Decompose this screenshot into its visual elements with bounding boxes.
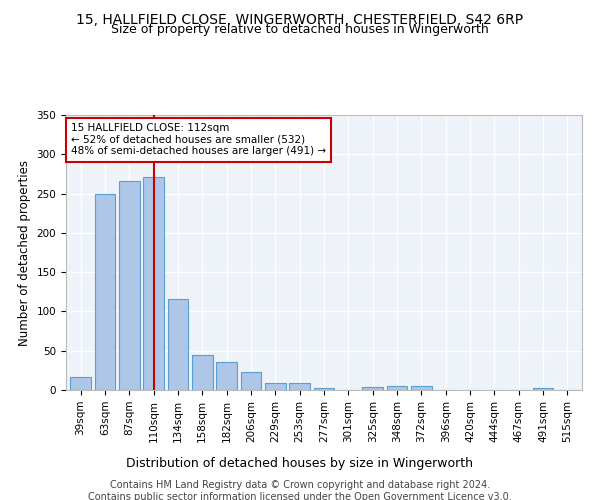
Text: Size of property relative to detached houses in Wingerworth: Size of property relative to detached ho… <box>111 24 489 36</box>
Text: 15 HALLFIELD CLOSE: 112sqm
← 52% of detached houses are smaller (532)
48% of sem: 15 HALLFIELD CLOSE: 112sqm ← 52% of deta… <box>71 123 326 156</box>
Bar <box>143 177 164 390</box>
Bar <box>314 388 334 390</box>
Bar <box>167 299 188 390</box>
Bar <box>119 181 140 390</box>
Bar <box>386 386 407 390</box>
Bar <box>192 354 212 390</box>
Bar <box>289 383 310 390</box>
Bar <box>362 387 383 390</box>
Y-axis label: Number of detached properties: Number of detached properties <box>18 160 31 346</box>
Bar <box>265 383 286 390</box>
Bar <box>533 388 553 390</box>
Bar <box>95 194 115 390</box>
Text: Distribution of detached houses by size in Wingerworth: Distribution of detached houses by size … <box>127 458 473 470</box>
Bar <box>411 386 432 390</box>
Text: Contains HM Land Registry data © Crown copyright and database right 2024.
Contai: Contains HM Land Registry data © Crown c… <box>88 480 512 500</box>
Text: 15, HALLFIELD CLOSE, WINGERWORTH, CHESTERFIELD, S42 6RP: 15, HALLFIELD CLOSE, WINGERWORTH, CHESTE… <box>76 12 524 26</box>
Bar <box>70 378 91 390</box>
Bar <box>216 362 237 390</box>
Bar <box>241 372 262 390</box>
